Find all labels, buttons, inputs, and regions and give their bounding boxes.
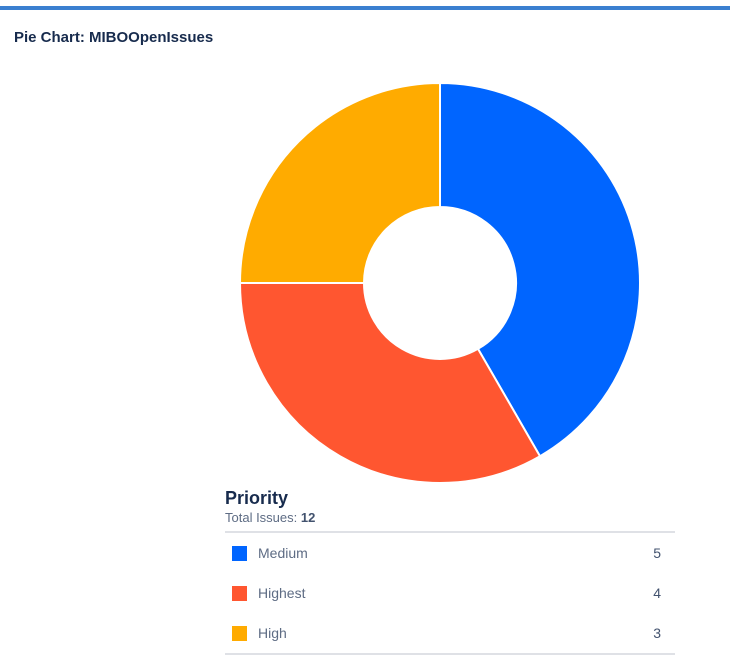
legend-swatch [232, 585, 247, 601]
pie-chart-svg [238, 81, 641, 484]
legend-swatch [232, 545, 247, 561]
pie-chart [238, 81, 641, 484]
legend-swatch [232, 625, 247, 641]
pie-slice-medium[interactable] [439, 81, 641, 458]
gadget-accent-strip [0, 6, 730, 10]
legend-row-medium[interactable]: Medium 5 [225, 533, 675, 573]
legend-title: Priority [225, 488, 289, 508]
total-issues: Total Issues: 12 [225, 510, 675, 526]
pie-slice-high[interactable] [238, 81, 441, 284]
legend-table: Medium 5 Highest 4 High 3 [225, 531, 675, 655]
chart-legend: Priority Total Issues: 12 Medium 5 Highest… [225, 487, 675, 655]
pie-slice-highest[interactable] [238, 282, 542, 484]
legend-row-high[interactable]: High 3 [225, 613, 675, 653]
gadget-header-bar [0, 0, 730, 10]
legend-value: 5 [653, 545, 661, 561]
legend-value: 3 [653, 625, 661, 641]
gadget-title: Pie Chart: MIBOOpenIssues [14, 29, 214, 46]
legend-label[interactable]: High [258, 625, 287, 641]
total-issues-value: 12 [300, 510, 316, 525]
legend-label[interactable]: Medium [258, 545, 308, 561]
total-issues-label: Total Issues: [225, 510, 298, 525]
legend-label[interactable]: Highest [258, 585, 306, 601]
legend-value: 4 [653, 585, 661, 601]
legend-row-highest[interactable]: Highest 4 [225, 573, 675, 613]
